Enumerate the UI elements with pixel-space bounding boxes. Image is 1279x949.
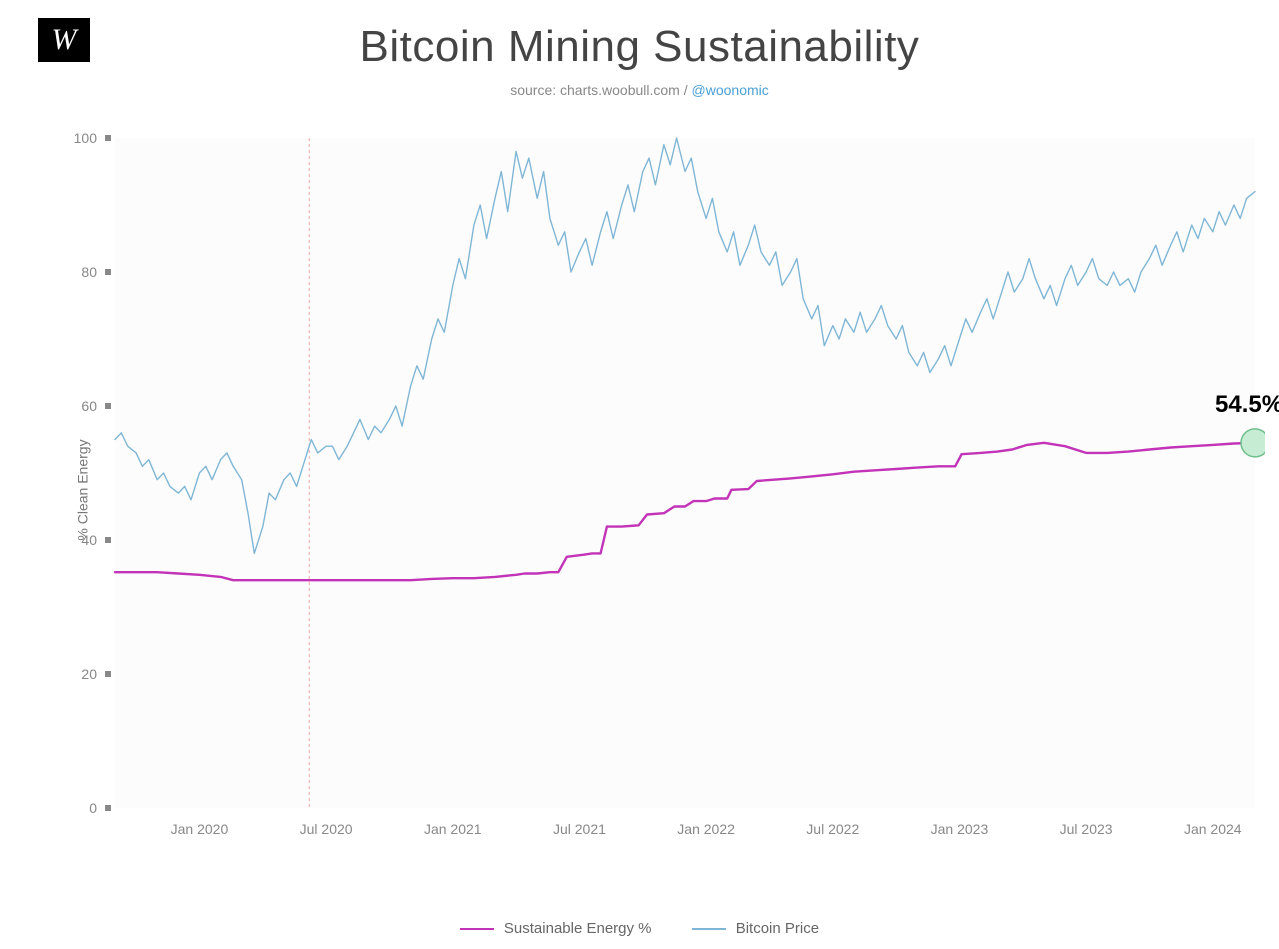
subtitle-source: source: charts.woobull.com / [510, 82, 691, 98]
chart-subtitle: source: charts.woobull.com / @woonomic [0, 82, 1279, 98]
svg-text:40: 40 [81, 532, 97, 548]
chart-area: % Clean Energy 020406080100Jan 2020Jul 2… [60, 130, 1240, 850]
svg-text:Jul 2020: Jul 2020 [300, 821, 353, 837]
legend-swatch-sustainable [460, 928, 494, 930]
legend-item-sustainable: Sustainable Energy % [460, 920, 652, 937]
chart-title: Bitcoin Mining Sustainability [0, 22, 1279, 72]
chart-legend: Sustainable Energy % Bitcoin Price [0, 917, 1279, 938]
svg-text:Jul 2021: Jul 2021 [553, 821, 606, 837]
legend-item-price: Bitcoin Price [692, 920, 819, 937]
svg-text:0: 0 [89, 800, 97, 816]
svg-text:20: 20 [81, 666, 97, 682]
legend-label-price: Bitcoin Price [736, 920, 819, 937]
svg-text:60: 60 [81, 398, 97, 414]
svg-text:Jul 2023: Jul 2023 [1060, 821, 1113, 837]
svg-text:Jan 2022: Jan 2022 [677, 821, 735, 837]
legend-label-sustainable: Sustainable Energy % [504, 920, 652, 937]
svg-text:100: 100 [74, 130, 98, 146]
svg-text:Jan 2023: Jan 2023 [931, 821, 989, 837]
legend-swatch-price [692, 928, 726, 930]
svg-text:Jan 2020: Jan 2020 [171, 821, 229, 837]
svg-text:80: 80 [81, 264, 97, 280]
svg-text:Jul 2022: Jul 2022 [806, 821, 859, 837]
svg-text:Jan 2021: Jan 2021 [424, 821, 482, 837]
page-root: { "logo_text": "W", "title": "Bitcoin Mi… [0, 0, 1279, 949]
subtitle-handle-link[interactable]: @woonomic [692, 82, 769, 98]
svg-text:Jan 2024: Jan 2024 [1184, 821, 1242, 837]
chart-svg: 0 20 40 60 80 100 Jan 2020 Jul 2020 Jan 2021 Jul … [60, 130, 1265, 848]
callout-value: 54.5% [1215, 391, 1279, 419]
